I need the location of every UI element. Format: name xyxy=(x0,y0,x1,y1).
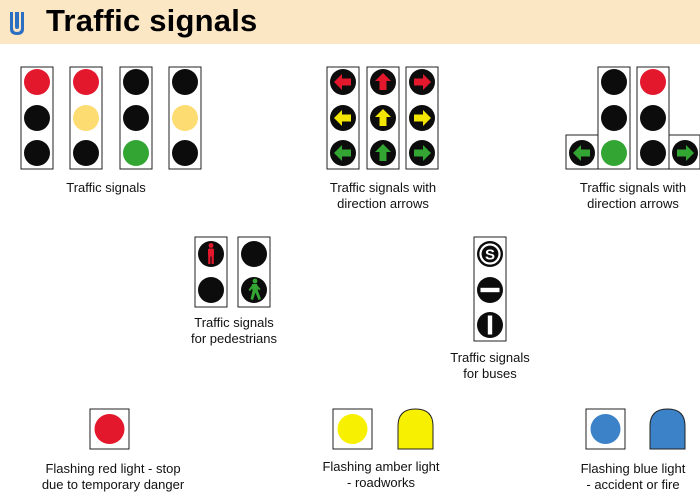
signal-head-green xyxy=(119,66,153,170)
caption-line: Flashing amber light xyxy=(322,459,440,474)
signpost-logo-icon xyxy=(10,12,24,35)
caption-traffic-signals: Traffic signals xyxy=(40,180,172,196)
caption-line: for buses xyxy=(463,366,517,381)
caption-line: for pedestrians xyxy=(191,331,277,346)
caption-buses: Traffic signals for buses xyxy=(426,350,554,382)
caption-line: direction arrows xyxy=(337,196,429,211)
arrow-signal-right xyxy=(405,66,439,170)
caption-line: - accident or fire xyxy=(586,477,680,492)
caption-line: Traffic signals with xyxy=(579,180,687,195)
flashing-red-light xyxy=(89,408,130,450)
flashing-blue-beacon xyxy=(649,408,686,450)
signal-head-red xyxy=(20,66,54,170)
header-bar: Traffic signals xyxy=(0,0,700,44)
caption-line: - roadworks xyxy=(347,475,415,490)
bus-s-symbol: S xyxy=(485,247,495,264)
caption-line: Flashing blue light xyxy=(580,461,686,476)
signal-head-red-filter xyxy=(636,66,670,170)
flashing-amber-light xyxy=(332,408,373,450)
page-title: Traffic signals xyxy=(46,3,258,38)
caption-filter-arrows: Traffic signals with direction arrows xyxy=(562,180,700,212)
signal-head-red-amber xyxy=(69,66,103,170)
bus-s-ring-icon xyxy=(479,243,501,265)
caption-line: Traffic signals xyxy=(66,180,146,195)
caption-line: Traffic signals xyxy=(450,350,530,365)
caption-flashing-amber: Flashing amber light - roadworks xyxy=(308,459,454,491)
caption-flashing-red: Flashing red light - stop due to tempora… xyxy=(28,461,198,493)
signal-head-green-filter xyxy=(597,66,631,170)
bus-signal: S xyxy=(473,236,507,342)
caption-line: direction arrows xyxy=(587,196,679,211)
caption-line: due to temporary danger xyxy=(41,477,185,492)
red-standing-man-icon xyxy=(208,243,214,264)
caption-line: Traffic signals xyxy=(194,315,274,330)
caption-direction-arrows: Traffic signals with direction arrows xyxy=(310,180,456,212)
caption-flashing-blue: Flashing blue light - accident or fire xyxy=(570,461,696,493)
green-walking-man-icon xyxy=(248,278,261,300)
pedestrian-signal-green xyxy=(237,236,271,308)
flashing-amber-beacon xyxy=(397,408,434,450)
bus-vertical-bar-icon xyxy=(487,315,493,335)
flashing-blue-light xyxy=(585,408,626,450)
filter-signal-left xyxy=(565,134,599,170)
caption-pedestrians: Traffic signals for pedestrians xyxy=(170,315,298,347)
signal-head-amber xyxy=(168,66,202,170)
pedestrian-signal-red xyxy=(194,236,228,308)
bus-horizontal-bar-icon xyxy=(480,287,500,293)
arrow-signal-left xyxy=(326,66,360,170)
caption-line: Traffic signals with xyxy=(329,180,437,195)
arrow-signal-ahead xyxy=(366,66,400,170)
filter-signal-right xyxy=(668,134,700,170)
caption-line: Flashing red light - stop xyxy=(45,461,181,476)
